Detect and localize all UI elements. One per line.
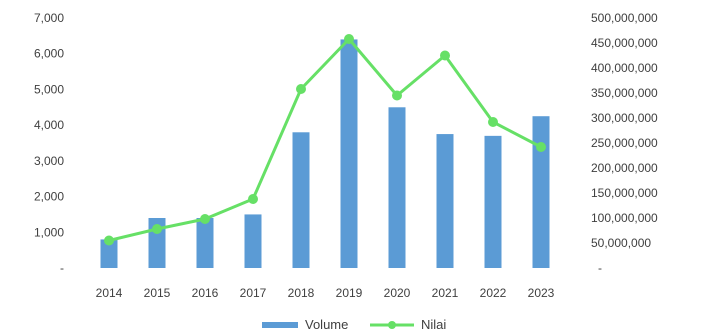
nilai-point	[488, 117, 498, 127]
x-tick-label: 2019	[336, 286, 363, 300]
left-tick-label: -	[60, 261, 64, 275]
left-tick-label: 3,000	[34, 154, 64, 168]
legend-nilai-label: Nilai	[421, 317, 446, 332]
nilai-point	[152, 224, 162, 234]
volume-bar	[341, 39, 358, 268]
x-tick-label: 2017	[240, 286, 267, 300]
volume-bar	[245, 214, 262, 268]
volume-bars	[101, 39, 550, 268]
nilai-point	[248, 194, 258, 204]
x-tick-label: 2014	[96, 286, 123, 300]
right-tick-label: 250,000,000	[591, 136, 658, 150]
right-tick-label: -	[598, 261, 602, 275]
x-tick-label: 2016	[192, 286, 219, 300]
x-tick-label: 2018	[288, 286, 315, 300]
left-tick-label: 6,000	[34, 47, 64, 61]
volume-bar	[389, 107, 406, 268]
right-tick-label: 350,000,000	[591, 86, 658, 100]
right-tick-label: 50,000,000	[591, 236, 651, 250]
nilai-point	[200, 214, 210, 224]
right-tick-label: 200,000,000	[591, 161, 658, 175]
x-tick-label: 2020	[384, 286, 411, 300]
nilai-point	[104, 236, 114, 246]
right-axis-ticks: - 50,000,000 100,000,000 150,000,000 200,000…	[591, 11, 658, 275]
x-tick-label: 2015	[144, 286, 171, 300]
right-tick-label: 400,000,000	[591, 61, 658, 75]
legend: Volume Nilai	[262, 317, 446, 332]
volume-bar	[197, 218, 214, 268]
x-tick-label: 2023	[528, 286, 555, 300]
nilai-point	[536, 142, 546, 152]
volume-bar	[533, 116, 550, 268]
nilai-line-path	[109, 39, 541, 241]
right-tick-label: 150,000,000	[591, 186, 658, 200]
legend-volume-swatch	[262, 322, 298, 328]
legend-volume-label: Volume	[305, 317, 348, 332]
nilai-point	[392, 91, 402, 101]
left-tick-label: 4,000	[34, 118, 64, 132]
x-tick-label: 2022	[480, 286, 507, 300]
volume-bar	[485, 136, 502, 268]
legend-nilai-marker	[388, 321, 396, 329]
right-tick-label: 500,000,000	[591, 11, 658, 25]
nilai-point	[296, 84, 306, 94]
left-tick-label: 7,000	[34, 11, 64, 25]
right-tick-label: 100,000,000	[591, 211, 658, 225]
x-tick-label: 2021	[432, 286, 459, 300]
right-tick-label: 300,000,000	[591, 111, 658, 125]
nilai-point	[440, 51, 450, 61]
left-tick-label: 5,000	[34, 82, 64, 96]
left-axis-ticks: - 1,000 2,000 3,000 4,000 5,000 6,000 7,000	[34, 11, 64, 275]
right-tick-label: 450,000,000	[591, 36, 658, 50]
nilai-point	[344, 34, 354, 44]
volume-bar	[437, 134, 454, 268]
x-axis-ticks: 2014 2015 2016 2017 2018 2019 2020 2021 2022 2023	[96, 286, 555, 300]
left-tick-label: 2,000	[34, 190, 64, 204]
volume-bar	[293, 132, 310, 268]
nilai-line	[104, 34, 546, 246]
left-tick-label: 1,000	[34, 225, 64, 239]
